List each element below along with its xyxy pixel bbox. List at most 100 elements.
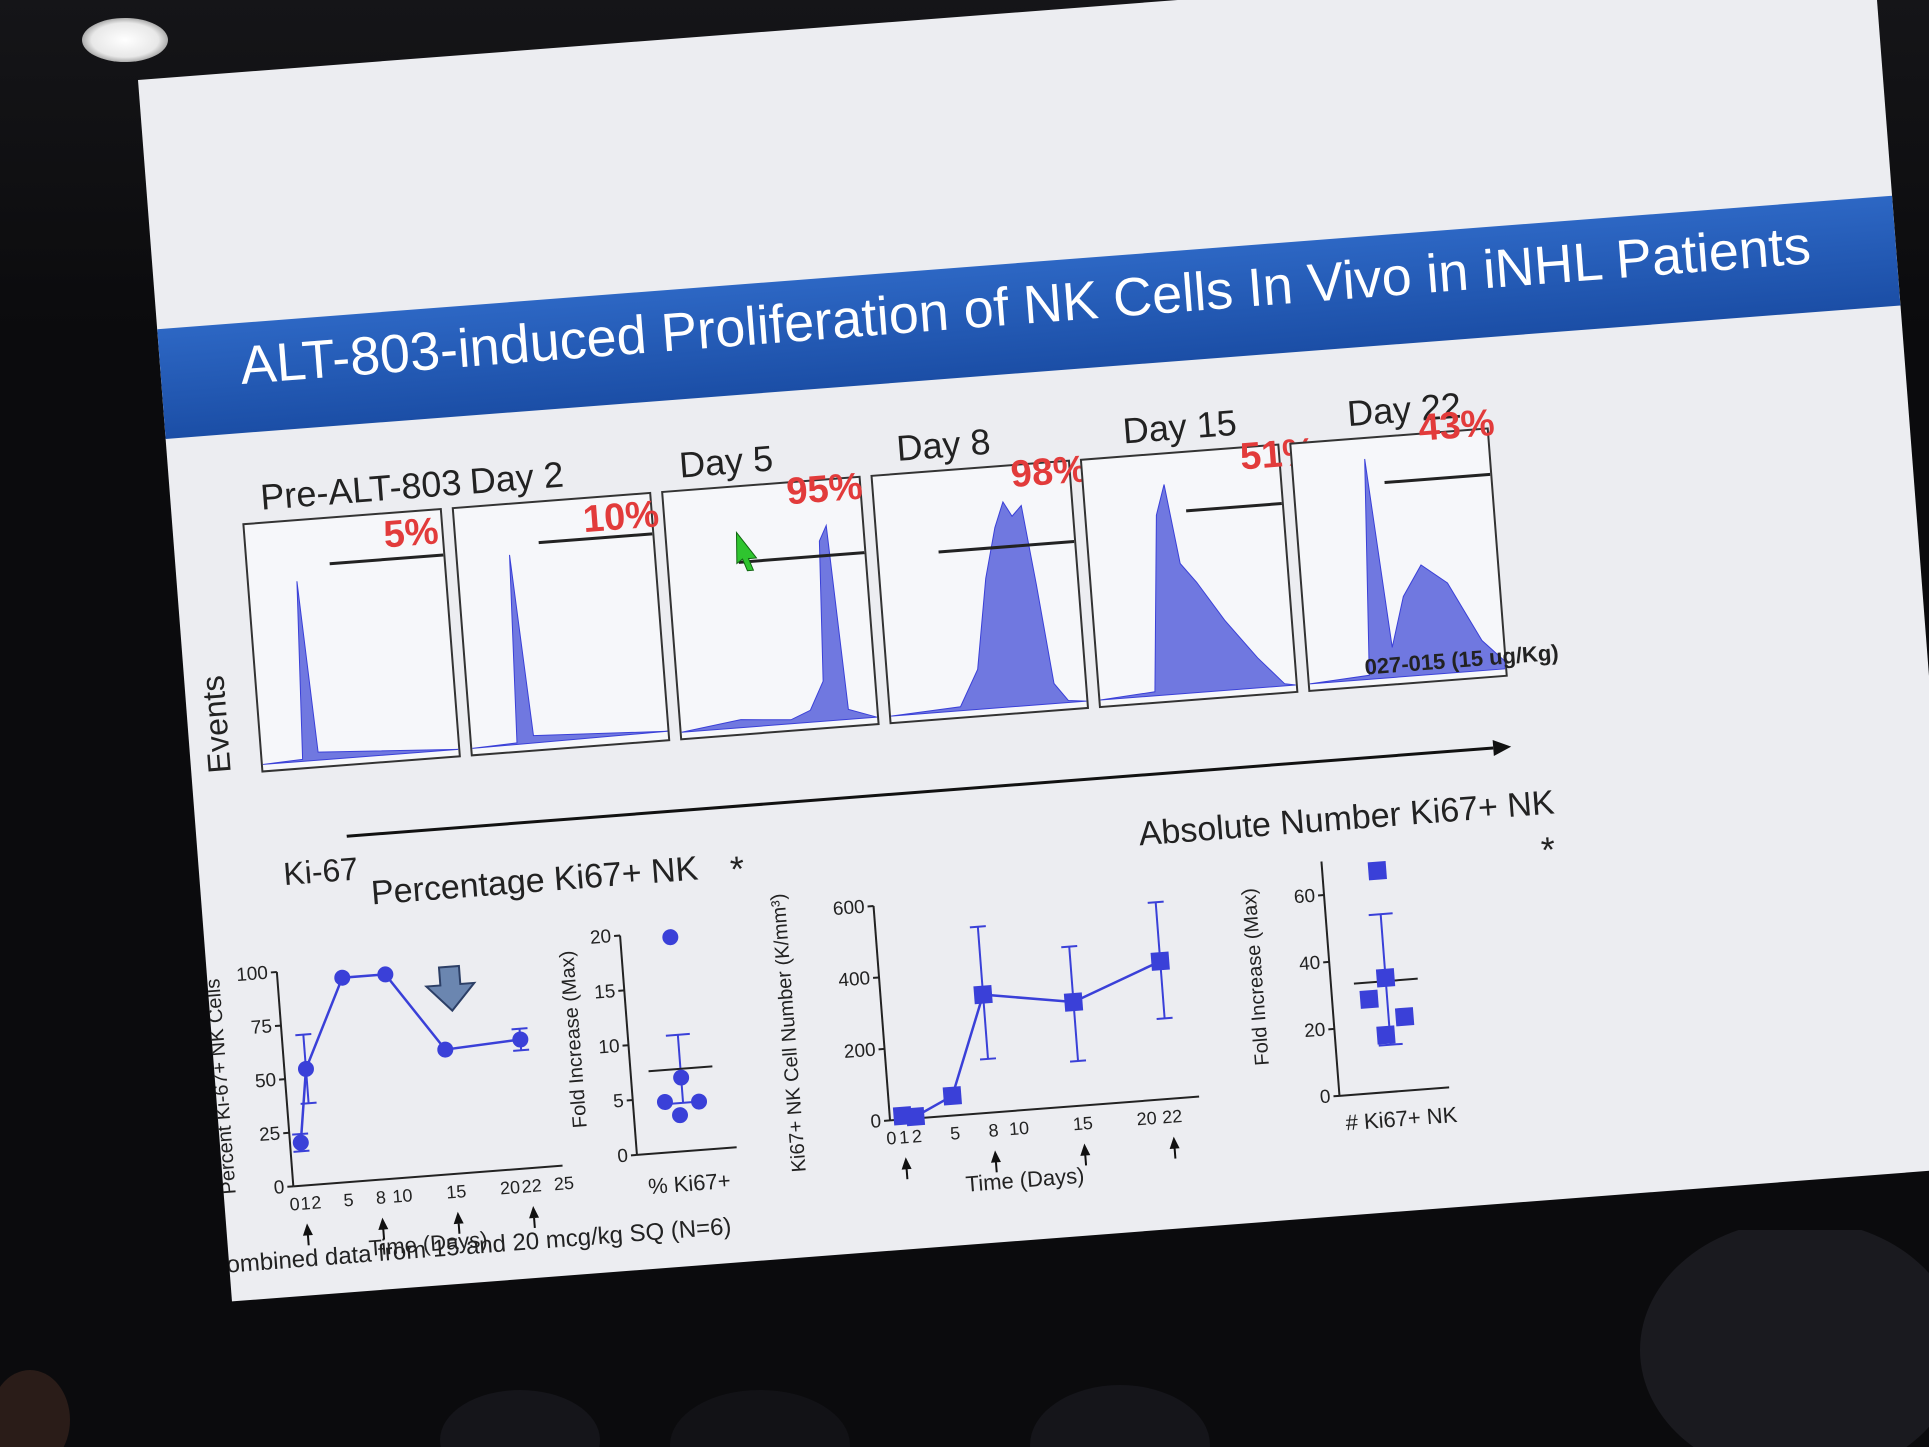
c1-xtick-label-0: 0 bbox=[289, 1194, 301, 1215]
c3-ytick-label-1: 200 bbox=[843, 1040, 876, 1063]
c1-xtick-label-9: 25 bbox=[553, 1173, 575, 1194]
c4-ytick-label-0: 0 bbox=[1319, 1087, 1331, 1109]
c4-ytick-label-1: 20 bbox=[1304, 1020, 1327, 1043]
c2-sem-cap-top bbox=[665, 1032, 690, 1037]
percentage-section-title: Percentage Ki67+ NK bbox=[369, 849, 700, 913]
panel-label-day2: Day 2 bbox=[468, 453, 566, 502]
c3-errorcap-top-4 bbox=[1061, 945, 1078, 949]
c3-point-4 bbox=[1063, 992, 1084, 1012]
c1-errorcap-top-5 bbox=[511, 1027, 528, 1031]
panel-label-day5: Day 5 bbox=[677, 437, 775, 486]
percentage-significance: * bbox=[728, 847, 746, 890]
percent-pre: 5% bbox=[382, 510, 441, 557]
c2-ytick-label-0: 0 bbox=[617, 1146, 629, 1168]
c3-errorcap-bottom-3 bbox=[979, 1057, 997, 1061]
c1-ytick-label-2: 50 bbox=[254, 1070, 277, 1093]
c1-point-5 bbox=[512, 1031, 529, 1048]
c3-xtick-label-4: 8 bbox=[988, 1120, 1000, 1141]
c2-ytick-label-3: 15 bbox=[593, 981, 616, 1004]
c2-point-1 bbox=[673, 1069, 690, 1086]
c4-point-1 bbox=[1375, 968, 1396, 988]
c3-xtick-label-3: 5 bbox=[949, 1123, 961, 1144]
c2-point-4 bbox=[672, 1107, 689, 1124]
c3-dosing-arrow-0 bbox=[901, 1157, 912, 1180]
c1-errorcap-bottom-5 bbox=[513, 1048, 530, 1052]
c3-point-3 bbox=[973, 984, 993, 1005]
highlight-arrow-icon bbox=[424, 964, 477, 1013]
histogram-panel-day22 bbox=[1289, 427, 1508, 693]
c2-mean-line bbox=[648, 1065, 713, 1073]
c4-x-axis bbox=[1339, 1086, 1450, 1097]
c4-sem-cap-bottom bbox=[1378, 1042, 1403, 1047]
audience-silhouettes bbox=[0, 1230, 1929, 1447]
c4-point-3 bbox=[1394, 1007, 1415, 1027]
c3-errorcap-top-5 bbox=[1147, 900, 1164, 904]
c1-errorcap-top-0 bbox=[292, 1132, 309, 1136]
c2-ytick-label-2: 10 bbox=[598, 1036, 621, 1059]
histogram-day8 bbox=[890, 500, 1087, 717]
c1-point-0 bbox=[292, 1134, 309, 1151]
c1-dosing-arrow-0 bbox=[302, 1223, 313, 1246]
c4-sem-cap-top bbox=[1368, 912, 1393, 917]
c3-x-axis bbox=[889, 1094, 1206, 1122]
c2-ytick-label-4: 20 bbox=[589, 926, 612, 949]
c1-xtick-label-2: 2 bbox=[310, 1192, 322, 1213]
c1-point-2 bbox=[334, 969, 351, 986]
c3-point-5 bbox=[1150, 951, 1170, 971]
panel-label-day8: Day 8 bbox=[894, 420, 992, 469]
c3-dosing-arrow-1 bbox=[990, 1150, 1001, 1173]
percent-day22: 43% bbox=[1416, 402, 1496, 450]
histogram-panel-day5 bbox=[661, 475, 880, 741]
c3-y-axis bbox=[872, 905, 892, 1121]
c3-xtick-label-9: 25 bbox=[1200, 1103, 1206, 1124]
c4-ylabel: Fold Increase (Max) bbox=[1238, 887, 1274, 1066]
absolute-significance: * bbox=[1539, 828, 1557, 871]
projected-slide: ALT-803-induced Proliferation of NK Cell… bbox=[138, 0, 1929, 1302]
percent-day2: 10% bbox=[581, 493, 661, 542]
c2-point-3 bbox=[691, 1093, 708, 1110]
c2-point-2 bbox=[656, 1093, 673, 1110]
c1-xtick-label-7: 20 bbox=[499, 1177, 521, 1198]
c3-dosing-arrow-3 bbox=[1169, 1136, 1180, 1159]
c1-xtick-label-5: 10 bbox=[392, 1185, 414, 1206]
c3-xtick-label-2: 2 bbox=[911, 1126, 923, 1147]
histogram-panel-day2 bbox=[451, 491, 671, 757]
c1-ytick-label-1: 25 bbox=[258, 1123, 281, 1146]
percent-ki67-line-chart: Percent Ki-67+ NK Cells Time (Days) 0255… bbox=[202, 963, 575, 1261]
c3-errorcap-bottom-5 bbox=[1156, 1016, 1173, 1020]
c3-ytick-label-3: 600 bbox=[832, 897, 865, 920]
histogram-day22 bbox=[1309, 458, 1506, 685]
histogram-panel-pre bbox=[242, 507, 461, 773]
c3-series-line bbox=[902, 960, 1161, 1118]
c3-point-2 bbox=[942, 1086, 962, 1106]
c1-dosing-arrow-2 bbox=[453, 1211, 464, 1234]
c3-xtick-label-5: 10 bbox=[1008, 1118, 1030, 1139]
c4-ytick-label-3: 60 bbox=[1293, 886, 1316, 909]
c2-x-axis bbox=[636, 1146, 737, 1156]
c4-point-2 bbox=[1359, 989, 1379, 1009]
c1-dosing-arrow-3 bbox=[529, 1206, 540, 1229]
c1-ytick-label-4: 100 bbox=[235, 963, 268, 986]
c3-errorcap-bottom-4 bbox=[1069, 1059, 1087, 1063]
c1-point-1 bbox=[297, 1060, 314, 1077]
c1-xtick-label-1: 1 bbox=[300, 1193, 312, 1214]
c3-xtick-label-8: 22 bbox=[1161, 1106, 1183, 1127]
c1-errorcap-top-1 bbox=[295, 1033, 312, 1037]
c3-ylabel: Ki67+ NK Cell Number (K/mm³) bbox=[767, 893, 810, 1173]
c1-point-4 bbox=[437, 1041, 454, 1058]
c4-point-4 bbox=[1376, 1025, 1396, 1045]
histogram-panel-day8 bbox=[870, 459, 1090, 725]
c1-ylabel: Percent Ki-67+ NK Cells bbox=[202, 978, 241, 1195]
c1-x-axis bbox=[293, 1164, 563, 1188]
c1-ytick-label-0: 0 bbox=[273, 1177, 285, 1199]
c3-xtick-label-7: 20 bbox=[1136, 1108, 1158, 1129]
c2-point-0 bbox=[662, 929, 679, 946]
percent-day8: 98% bbox=[1009, 448, 1089, 497]
c3-ytick-label-2: 400 bbox=[838, 968, 871, 991]
c4-point-0 bbox=[1367, 861, 1387, 881]
absolute-ki67-line-chart: Ki67+ NK Cell Number (K/mm³) Time (Days)… bbox=[767, 893, 1206, 1197]
histogram-day5 bbox=[681, 523, 878, 733]
c4-y-axis bbox=[1320, 861, 1341, 1096]
histogram-pre bbox=[262, 553, 459, 765]
